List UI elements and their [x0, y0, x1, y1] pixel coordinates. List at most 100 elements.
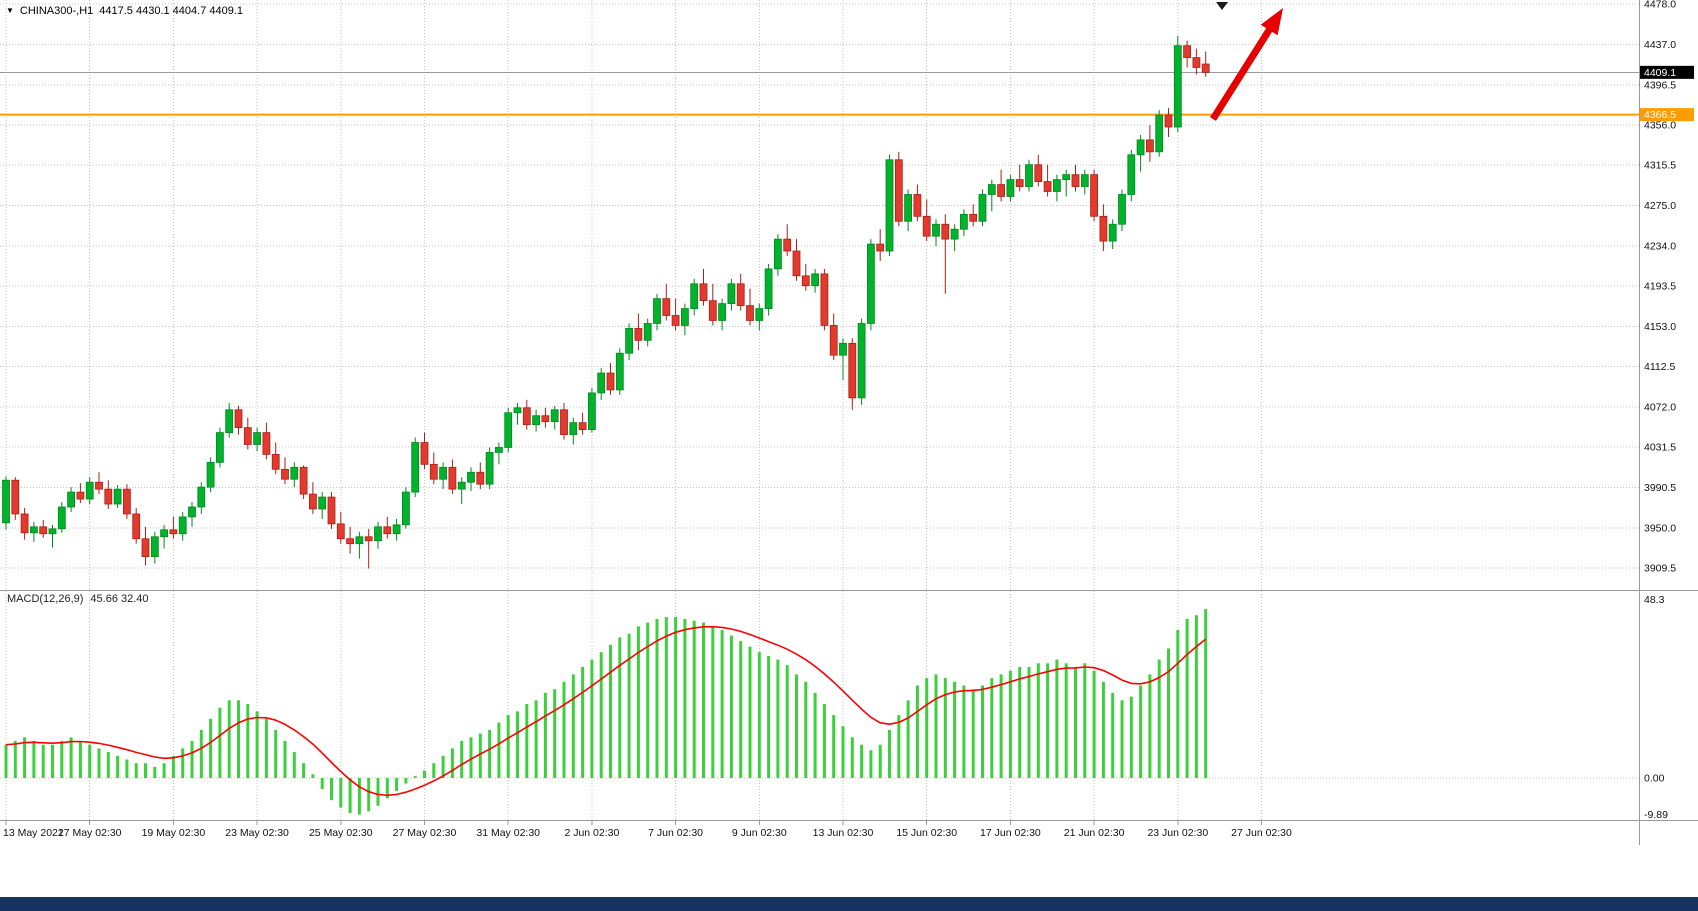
macd-histogram-bar: [748, 646, 752, 778]
candle-body: [318, 496, 327, 510]
macd-histogram-bar: [562, 681, 566, 778]
trend-arrow-head[interactable]: [1260, 8, 1283, 36]
price-axis-label: 4396.5: [1644, 79, 1676, 91]
candle-body: [178, 516, 187, 535]
grid-layer: [0, 0, 1639, 820]
candle-body: [48, 528, 57, 535]
macd-histogram-bar: [423, 770, 426, 778]
price-axis[interactable]: 4478.0 4437.0 4396.5 4356.0 4315.5 4275.0 4234…: [1640, 0, 1694, 821]
candle-body: [11, 479, 20, 515]
candle-body: [615, 352, 624, 391]
candle-body: [1099, 215, 1108, 242]
candle-body: [894, 159, 903, 222]
price-axis-label: 4478.0: [1644, 0, 1676, 11]
candle-body: [690, 283, 699, 309]
price-axis-label: 4437.0: [1644, 39, 1676, 51]
macd-histogram-bar: [841, 726, 845, 778]
bar-marker-icon: [1216, 2, 1228, 10]
candle-body: [160, 529, 169, 538]
macd-histogram-bar: [516, 711, 519, 778]
candle-body: [662, 298, 671, 316]
macd-histogram-bar: [357, 778, 361, 815]
macd-histogram-bar: [4, 744, 8, 778]
macd-indicator-label: MACD(12,26,9) 45.66 32.40: [7, 593, 149, 605]
candle-body: [532, 415, 540, 426]
macd-name: MACD(12,26,9): [7, 593, 84, 605]
macd-histogram-bar: [1167, 648, 1170, 778]
macd-histogram-bar: [590, 659, 594, 778]
candle-body: [411, 442, 420, 493]
macd-histogram-bar: [32, 741, 36, 778]
price-axis-label: 4193.5: [1644, 281, 1676, 293]
macd-histogram-bar: [376, 778, 380, 806]
candle-body: [281, 468, 289, 480]
candle-body: [1173, 45, 1182, 128]
macd-histogram-bar: [1008, 670, 1012, 778]
candle-body: [113, 488, 122, 505]
candle-body: [392, 524, 401, 535]
price-axis-label: 3990.5: [1644, 482, 1676, 494]
time-axis-label: 23 May 02:30: [225, 827, 289, 839]
candle-body: [494, 447, 503, 453]
time-axis-label: 25 May 02:30: [309, 827, 373, 839]
macd-histogram-bar: [999, 674, 1003, 778]
candle-body: [829, 325, 838, 356]
candle-body: [225, 409, 234, 433]
candle-body: [364, 536, 373, 542]
time-axis-label: 13 May 2022: [3, 827, 64, 839]
chart-dropdown-icon[interactable]: ▼: [6, 6, 14, 15]
candle-body: [215, 432, 224, 463]
macd-histogram-bar: [1157, 659, 1161, 778]
macd-histogram-bar: [1092, 670, 1096, 778]
price-axis-label: 4153.0: [1644, 321, 1676, 333]
candle-body: [467, 471, 475, 483]
macd-histogram-bar: [953, 681, 957, 778]
candle-body: [85, 481, 94, 500]
macd-histogram-bar: [599, 652, 603, 778]
symbol-ohlc-label: ▼ CHINA300-,H1 4417.5 4430.1 4404.7 4409…: [6, 5, 243, 17]
macd-histogram-bar: [878, 744, 882, 778]
macd-histogram-bar: [274, 729, 278, 778]
candle-body: [1183, 45, 1191, 58]
macd-histogram-bar: [1148, 674, 1152, 778]
candle-body: [95, 481, 103, 490]
macd-histogram-bar: [1194, 615, 1198, 778]
macd-histogram-bar: [804, 681, 808, 778]
candle-body: [1192, 57, 1201, 68]
candle-body: [922, 215, 931, 237]
candle-body: [820, 273, 829, 326]
macd-histogram-bar: [283, 741, 287, 778]
macd-histogram-bar: [702, 622, 705, 778]
candle-body: [1015, 179, 1024, 187]
candle-body: [671, 315, 680, 326]
macd-histogram-bar: [97, 748, 101, 778]
candle-body: [1080, 174, 1089, 187]
candle-body: [476, 471, 485, 485]
candle-body: [727, 283, 736, 305]
time-axis-label: 27 May 02:30: [393, 827, 457, 839]
price-axis-label: 4031.5: [1644, 441, 1676, 453]
candle-body: [876, 243, 885, 252]
macd-histogram-bar: [609, 644, 612, 778]
price-axis-label: 4315.5: [1644, 160, 1676, 172]
macd-histogram-bar: [69, 737, 73, 778]
macd-histogram-bar: [497, 722, 501, 778]
macd-histogram-bar: [888, 729, 891, 778]
candle-body: [560, 409, 568, 435]
macd-histogram-bar: [339, 778, 343, 808]
macd-histogram-bar: [776, 659, 780, 778]
candle-body: [1025, 164, 1033, 187]
candle-body: [346, 538, 355, 545]
candle-body: [718, 303, 726, 321]
macd-histogram-bar: [1129, 696, 1133, 778]
macd-histogram-bar: [1083, 663, 1087, 778]
macd-histogram-bar: [450, 748, 454, 778]
candle-body: [1164, 114, 1173, 128]
time-axis-label: 13 Jun 02:30: [813, 827, 874, 839]
price-axis-label: 4234.0: [1644, 241, 1676, 253]
trend-arrow[interactable]: [1210, 23, 1275, 121]
time-axis-label: 17 Jun 02:30: [980, 827, 1041, 839]
